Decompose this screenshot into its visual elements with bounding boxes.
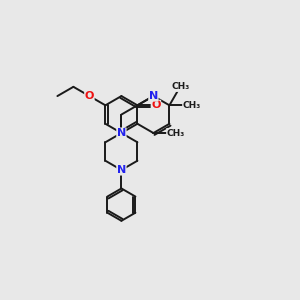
- Text: O: O: [85, 91, 94, 101]
- Text: CH₃: CH₃: [171, 82, 189, 91]
- Text: CH₃: CH₃: [183, 101, 201, 110]
- Text: O: O: [151, 100, 160, 110]
- Text: N: N: [117, 128, 126, 138]
- Text: CH₃: CH₃: [167, 128, 185, 137]
- Text: N: N: [149, 91, 158, 101]
- Text: N: N: [117, 165, 126, 175]
